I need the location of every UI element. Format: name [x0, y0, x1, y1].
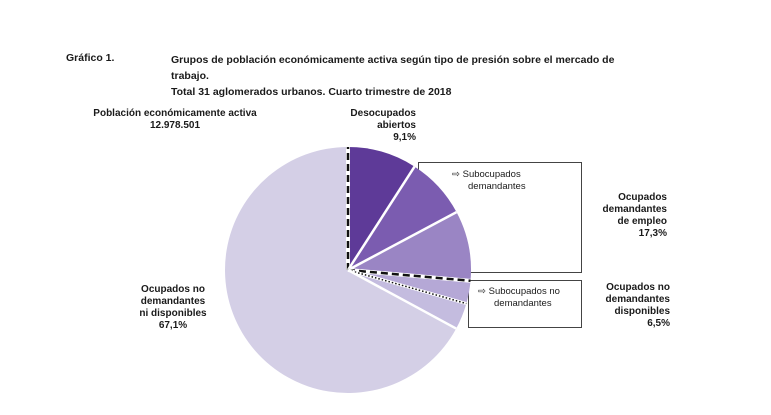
label-subnodem-line1: ⇨ Subocupados no [478, 286, 578, 298]
label-subocupados-no-demandantes: ⇨ Subocupados no demandantes [478, 286, 578, 310]
subocupados-no-demandantes-box [468, 280, 582, 328]
label-odemp-line2: demandantes [602, 204, 667, 215]
label-odemp-line1: Ocupados [618, 192, 667, 203]
pie-slice-6 [224, 147, 457, 393]
label-ondnd-pct: 67,1% [158, 320, 188, 331]
pie-slice-2 [348, 166, 457, 270]
separator-dashed-3 [347, 268, 471, 283]
label-odemp-pct: 17,3% [638, 228, 667, 239]
total-label: Población económicamente activa 12.978.5… [80, 108, 270, 132]
label-subnodem-line1-text: Subocupados no [488, 286, 560, 297]
chart-title: Grupos de población económicamente activ… [171, 52, 651, 100]
figure-label: Gráfico 1. [66, 52, 115, 64]
separator-white-5 [347, 268, 457, 330]
separator-dotted-4 [347, 269, 467, 305]
label-subdem-line2: demandantes [468, 181, 526, 192]
label-ondisp-line1: Ocupados no [606, 282, 670, 293]
label-subocupados-demandantes: ⇨ Subocupados demandantes [452, 169, 562, 193]
separator-white-1 [346, 165, 416, 271]
label-desocupados-line1: Desocupados [350, 108, 416, 119]
label-subnodem-line2: demandantes [494, 298, 552, 309]
pie-separators [346, 147, 471, 330]
label-ondnd-line1: Ocupados no [141, 284, 205, 295]
pie-slice-3 [348, 212, 471, 281]
label-subdem-line1-text: Subocupados [462, 169, 521, 180]
label-odemp-line3: de empleo [617, 216, 667, 227]
arrow-right-icon: ⇨ [452, 169, 460, 180]
label-desocupados-pct: 9,1% [393, 132, 416, 143]
label-subdem-line1: ⇨ Subocupados [452, 169, 562, 181]
pie-slice-1 [348, 147, 415, 270]
label-ocupados-no-dem-disponibles: Ocupados no demandantes disponibles 6,5% [580, 282, 670, 330]
label-ondnd-line2: demandantes [140, 296, 206, 307]
label-ondisp-line2: demandantes [605, 294, 670, 305]
total-label-text: Población económicamente activa [93, 108, 257, 119]
label-ondisp-pct: 6,5% [647, 318, 670, 329]
arrow-right-icon: ⇨ [478, 286, 486, 297]
label-ocupados-no-dem-ni-disponibles: Ocupados no demandantes ni disponibles 6… [118, 284, 228, 332]
label-ocupados-demandantes: Ocupados demandantes de empleo 17,3% [580, 192, 667, 240]
label-desocupados-line2: abiertos [377, 120, 416, 131]
separator-white-2 [347, 211, 458, 272]
label-desocupados: Desocupados abiertos 9,1% [300, 108, 416, 144]
total-value: 12.978.501 [149, 120, 201, 131]
label-ondisp-line3: disponibles [614, 306, 670, 317]
label-ondnd-line3: ni disponibles [139, 308, 207, 319]
chart-title-line1: Grupos de población económicamente activ… [171, 54, 615, 82]
chart-title-line2: Total 31 aglomerados urbanos. Cuarto tri… [171, 86, 452, 98]
